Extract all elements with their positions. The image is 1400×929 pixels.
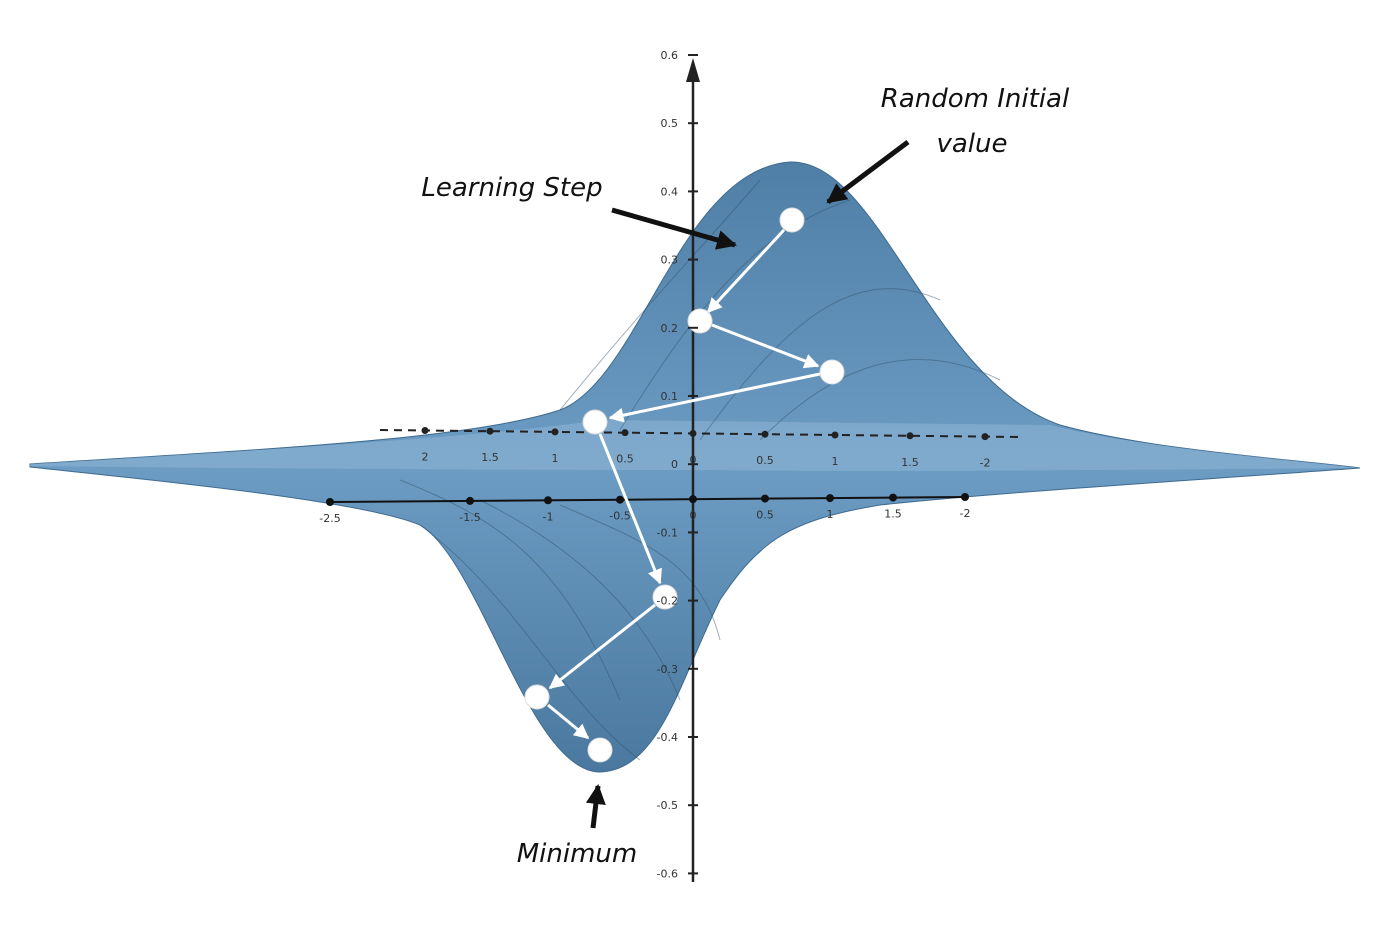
annotation: value xyxy=(936,129,1007,159)
tick-label: 1.5 xyxy=(481,451,499,464)
axis-point xyxy=(551,428,559,436)
tick-label: 0 xyxy=(690,509,697,522)
tick-label: -2 xyxy=(980,457,991,470)
tick-label: 0.5 xyxy=(616,453,634,466)
axis-point xyxy=(486,427,494,435)
annotation: Minimum xyxy=(517,839,638,869)
axis-point xyxy=(889,493,897,502)
tick-label: -0.3 xyxy=(657,663,678,676)
tick-label: 0.5 xyxy=(756,454,774,467)
sheet-band xyxy=(30,420,1360,471)
tick-label: -0.1 xyxy=(657,526,678,539)
axis-point xyxy=(621,429,629,437)
tick-label: -0.5 xyxy=(609,510,630,523)
tick-label: 1 xyxy=(827,508,834,521)
tick-label: 2 xyxy=(422,450,429,463)
axis-point xyxy=(616,495,624,504)
axis-point xyxy=(906,432,914,440)
descent-steps xyxy=(547,228,821,740)
tick-label: 0.5 xyxy=(756,509,774,522)
tick-label: 0.4 xyxy=(661,185,679,198)
grid-curves xyxy=(399,179,1001,761)
tick-label: -0.2 xyxy=(657,595,678,608)
tick-label: 0.1 xyxy=(661,390,679,403)
tick-label: 0 xyxy=(690,453,697,466)
tick-label: 1 xyxy=(832,455,839,468)
annotation: Learning Step xyxy=(421,173,602,203)
axis-point xyxy=(544,496,552,505)
front-axis xyxy=(329,496,966,503)
tick-label: 1.5 xyxy=(901,456,919,469)
tick-label: 0 xyxy=(671,458,678,471)
tick-label: -1.5 xyxy=(459,511,480,524)
axis-point xyxy=(981,433,989,441)
axis-point xyxy=(961,493,969,501)
tick-label: -0.5 xyxy=(657,799,678,812)
tick-label: 0.6 xyxy=(661,49,679,62)
tick-label: 0.5 xyxy=(661,117,679,130)
axis-point xyxy=(326,498,334,506)
axis-point xyxy=(761,430,769,438)
axis-point xyxy=(466,496,474,505)
tick-label: -2.5 xyxy=(319,512,340,525)
tick-label: -0.6 xyxy=(657,867,678,880)
axis-arrow xyxy=(686,58,700,82)
annotation: Random Initial xyxy=(881,84,1070,114)
axis-point xyxy=(421,426,429,434)
tick-label: 0.2 xyxy=(661,322,679,335)
tick-label: -0.4 xyxy=(657,731,678,744)
axis-point xyxy=(831,431,839,439)
tick-label: 0.3 xyxy=(661,254,679,267)
tick-label: -2 xyxy=(960,507,971,520)
annotation-arrows xyxy=(585,140,910,829)
tick-label: 1.5 xyxy=(884,508,902,521)
axis-point xyxy=(689,429,697,437)
tick-label: -1 xyxy=(543,510,554,523)
axis-point xyxy=(689,495,697,504)
axis-point xyxy=(826,494,834,503)
tick-label: 1 xyxy=(552,452,559,465)
axis-point xyxy=(761,494,769,503)
